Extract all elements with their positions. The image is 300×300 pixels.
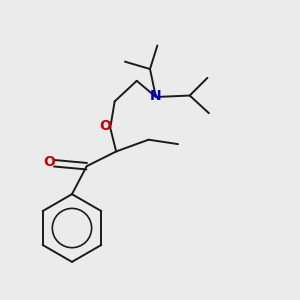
Text: O: O [43, 155, 55, 169]
Text: N: N [150, 88, 162, 103]
Text: O: O [99, 119, 111, 134]
